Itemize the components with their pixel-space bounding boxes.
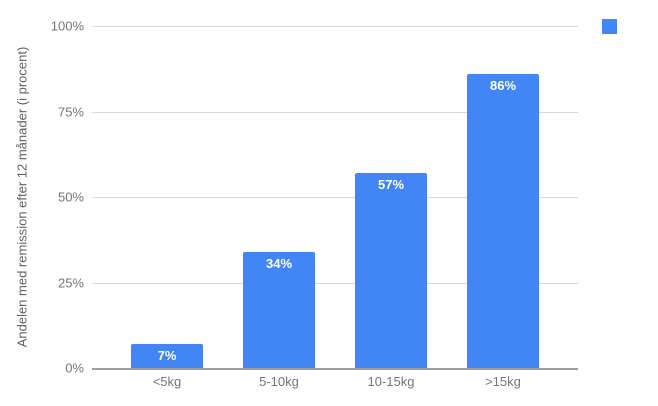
bar-<5kg: 7%	[131, 344, 203, 368]
y-tick-label: 0%	[65, 360, 84, 376]
gridline	[92, 26, 578, 27]
x-axis-labels: <5kg 5-10kg 10-15kg >15kg	[92, 374, 578, 389]
gridline	[92, 282, 578, 284]
bar-band: 34%	[223, 26, 335, 368]
x-axis-label: >15kg	[485, 374, 521, 389]
y-tick-label: 75%	[57, 104, 84, 119]
bar-10-15kg: 57%	[355, 173, 427, 368]
bar-value-label: 34%	[265, 255, 293, 271]
bar-band: 57%	[335, 26, 447, 368]
gridline	[92, 111, 578, 113]
bar-value-label: 7%	[157, 348, 177, 364]
bar-band: 7%	[111, 26, 223, 368]
legend	[602, 19, 617, 34]
bar-value-label: 86%	[489, 77, 517, 93]
y-axis-tick-labels: 0% 25% 50% 75% 100%	[0, 19, 84, 376]
y-tick-label: 25%	[57, 275, 84, 290]
bar->15kg: 86%	[467, 73, 539, 368]
bar-band: 86%	[447, 26, 559, 368]
x-axis-label: <5kg	[152, 374, 182, 389]
bars-row: 7% 34% 57% 86%	[92, 26, 578, 368]
x-axis-label: 5-10kg	[259, 374, 299, 389]
y-tick-label: 100%	[50, 18, 84, 34]
gridline	[92, 197, 578, 198]
plot-area: 7% 34% 57% 86%	[92, 26, 578, 370]
y-tick-label: 50%	[57, 189, 84, 205]
bar-value-label: 57%	[377, 177, 405, 193]
x-axis-label: 10-15kg	[367, 374, 415, 389]
legend-swatch	[602, 19, 617, 34]
bar-5-10kg: 34%	[243, 251, 315, 368]
